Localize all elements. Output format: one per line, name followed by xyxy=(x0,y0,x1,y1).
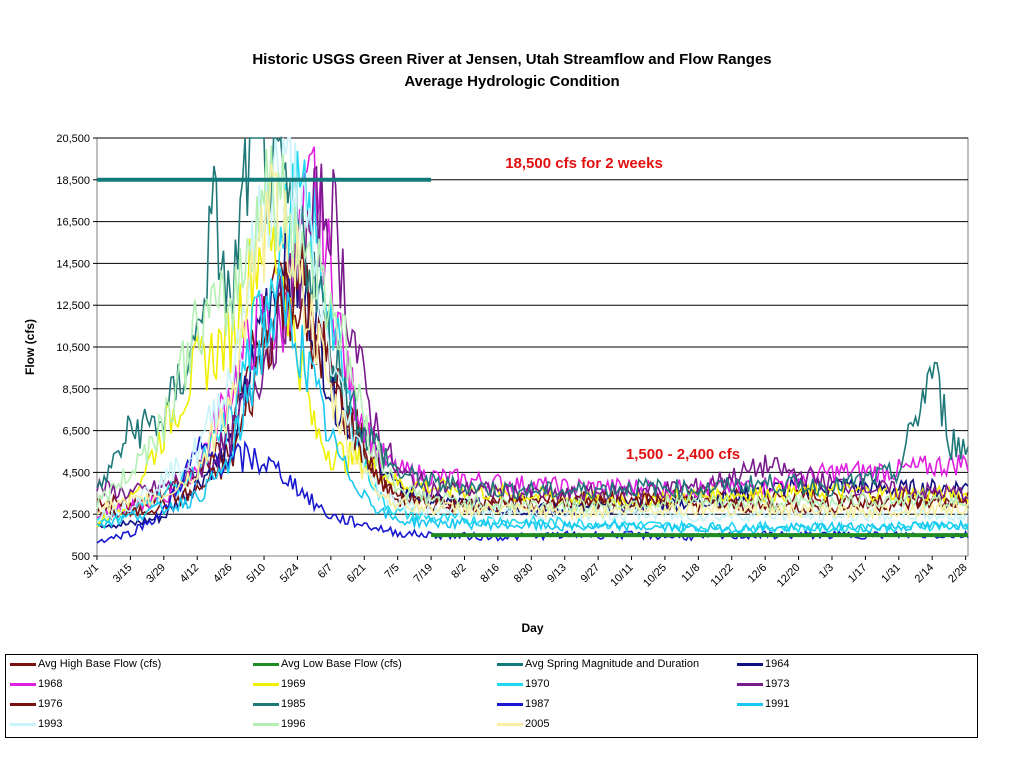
x-tick-label: 5/24 xyxy=(278,562,302,586)
legend-label: 1991 xyxy=(765,698,790,710)
series-line-1996 xyxy=(96,145,969,514)
legend-label: 1996 xyxy=(281,718,306,730)
legend-label: 1969 xyxy=(281,678,306,690)
legend-item: 1969 xyxy=(253,677,305,691)
legend-label: 1970 xyxy=(525,678,550,690)
legend-label: 1968 xyxy=(38,678,63,690)
x-tick-label: 8/16 xyxy=(478,562,502,586)
x-tick-label: 6/7 xyxy=(316,562,335,581)
y-tick-label: 8,500 xyxy=(62,384,90,396)
chart-legend: Avg High Base Flow (cfs) Avg Low Base Flo… xyxy=(5,654,978,738)
legend-item: Avg High Base Flow (cfs) xyxy=(10,657,161,671)
legend-label: Avg Low Base Flow (cfs) xyxy=(281,658,402,670)
legend-item: 1976 xyxy=(10,697,62,711)
legend-item: 1996 xyxy=(253,717,305,731)
spring-annotation: 18,500 cfs for 2 weeks xyxy=(505,155,663,172)
x-tick-label: 2/28 xyxy=(946,562,970,586)
x-axis-label: Day xyxy=(521,621,543,635)
x-tick-label: 7/19 xyxy=(412,562,436,586)
legend-item: 1991 xyxy=(737,697,789,711)
chart-title: Historic USGS Green River at Jensen, Uta… xyxy=(252,51,772,68)
legend-item: 1970 xyxy=(497,677,549,691)
legend-label: 1976 xyxy=(38,698,63,710)
x-tick-label: 11/22 xyxy=(708,562,735,589)
legend-item: Avg Spring Magnitude and Duration xyxy=(497,657,699,671)
legend-item: Avg Low Base Flow (cfs) xyxy=(253,657,402,671)
x-tick-label: 10/11 xyxy=(608,562,635,589)
legend-label: 1993 xyxy=(38,718,63,730)
series-line-1973 xyxy=(96,163,969,504)
legend-item: 1985 xyxy=(253,697,305,711)
x-tick-label: 2/14 xyxy=(913,562,937,586)
legend-swatch xyxy=(497,722,523,726)
y-axis-label: Flow (cfs) xyxy=(23,319,37,375)
series-line-1991 xyxy=(96,265,969,536)
legend-swatch xyxy=(737,662,763,666)
y-tick-label: 500 xyxy=(72,551,90,563)
x-tick-label: 3/29 xyxy=(144,562,168,586)
legend-label: 2005 xyxy=(525,718,550,730)
legend-label: 1985 xyxy=(281,698,306,710)
legend-label: Avg Spring Magnitude and Duration xyxy=(525,658,700,670)
x-tick-label: 3/15 xyxy=(111,562,135,586)
legend-swatch xyxy=(10,702,36,706)
y-tick-label: 2,500 xyxy=(62,509,90,521)
base-flow-annotation: 1,500 - 2,400 cfs xyxy=(626,446,740,463)
legend-swatch xyxy=(497,682,523,686)
legend-swatch xyxy=(497,662,523,666)
y-tick-label: 16,500 xyxy=(56,217,90,229)
legend-swatch xyxy=(10,682,36,686)
legend-item: 1993 xyxy=(10,717,62,731)
legend-swatch xyxy=(253,662,279,666)
x-tick-label: 4/12 xyxy=(178,562,202,586)
legend-label: 1973 xyxy=(765,678,790,690)
x-tick-label: 6/21 xyxy=(345,562,369,586)
legend-label: 1964 xyxy=(765,658,790,670)
y-tick-label: 18,500 xyxy=(56,175,90,187)
legend-swatch xyxy=(10,662,36,666)
x-tick-label: 7/5 xyxy=(382,562,401,581)
legend-swatch xyxy=(10,722,36,726)
x-tick-label: 3/1 xyxy=(82,562,101,581)
y-tick-label: 14,500 xyxy=(56,258,90,270)
series-line-1985 xyxy=(96,135,969,500)
x-tick-label: 8/2 xyxy=(449,562,468,581)
legend-swatch xyxy=(253,722,279,726)
x-tick-label: 12/6 xyxy=(746,562,770,586)
legend-swatch xyxy=(253,682,279,686)
y-tick-label: 6,500 xyxy=(62,426,90,438)
y-tick-label: 12,500 xyxy=(56,300,90,312)
y-tick-label: 4,500 xyxy=(62,467,90,479)
x-tick-label: 1/17 xyxy=(846,562,870,586)
x-tick-label: 9/27 xyxy=(579,562,603,586)
x-tick-label: 4/26 xyxy=(211,562,235,586)
x-tick-label: 9/13 xyxy=(545,562,569,586)
legend-label: Avg High Base Flow (cfs) xyxy=(38,658,162,670)
legend-swatch xyxy=(737,702,763,706)
legend-swatch xyxy=(497,702,523,706)
x-tick-label: 10/25 xyxy=(641,562,669,590)
legend-item: 1987 xyxy=(497,697,549,711)
chart-subtitle: Average Hydrologic Condition xyxy=(404,73,620,90)
x-tick-label: 5/10 xyxy=(245,562,269,586)
series-line-2005 xyxy=(96,163,969,521)
x-tick-label: 1/3 xyxy=(817,562,836,581)
y-tick-label: 20,500 xyxy=(56,133,90,145)
legend-swatch xyxy=(737,682,763,686)
x-tick-label: 1/31 xyxy=(879,562,903,586)
x-tick-label: 8/30 xyxy=(512,562,536,586)
streamflow-chart: 500 2,500 4,500 6,500 8,500 10,500 12,500 14,50… xyxy=(23,133,970,635)
series-line-1993 xyxy=(96,137,969,524)
legend-item: 1964 xyxy=(737,657,789,671)
x-tick-label: 11/8 xyxy=(679,562,702,585)
legend-item: 1968 xyxy=(10,677,62,691)
y-tick-label: 10,500 xyxy=(56,342,90,354)
legend-swatch xyxy=(253,702,279,706)
legend-label: 1987 xyxy=(525,698,550,710)
legend-item: 1973 xyxy=(737,677,789,691)
legend-item: 2005 xyxy=(497,717,549,731)
x-tick-label: 12/20 xyxy=(775,562,803,590)
